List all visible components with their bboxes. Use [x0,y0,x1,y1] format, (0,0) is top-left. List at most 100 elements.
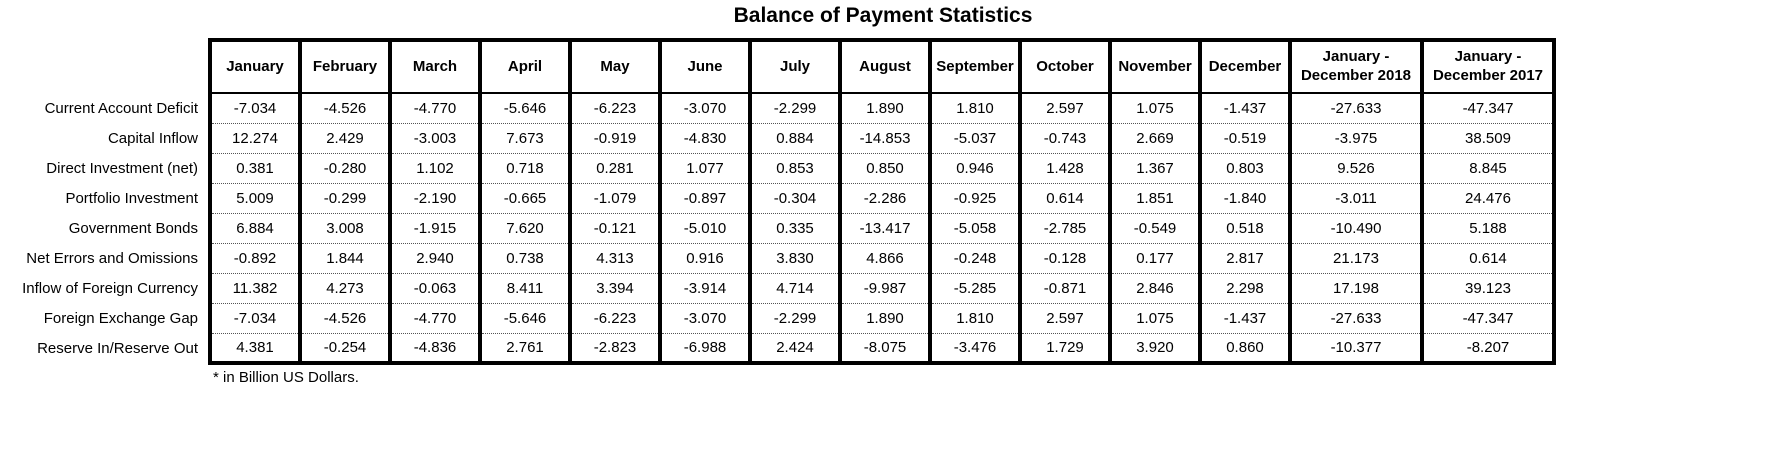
value-cell: 1.844 [298,242,392,273]
value-cell: -0.128 [1018,242,1112,273]
value-cell: -3.011 [1288,182,1424,213]
value-cell: 1.890 [838,302,932,333]
value-cell: 3.830 [748,242,842,273]
value-cell: -0.519 [1198,122,1292,153]
balance-of-payment-table: January February March April May June July Augu… [0,38,1556,365]
value-cell: 0.281 [568,152,662,183]
value-cell: 0.177 [1108,242,1202,273]
header-row: January February March April May June July Augu… [0,38,1556,94]
value-cell: -4.836 [388,332,482,365]
row-label: Government Bonds [68,219,198,237]
value-cell: 6.884 [208,212,302,243]
value-cell: 39.123 [1420,272,1556,303]
row-label: Foreign Exchange Gap [43,309,198,327]
value-cell: -0.254 [298,332,392,365]
value-cell: -5.058 [928,212,1022,243]
value-cell: -7.034 [208,93,302,123]
table-row: Direct Investment (net) 0.381 -0.280 1.102 0… [0,152,1556,183]
corner-cell [0,40,210,93]
column-header: September [928,38,1022,94]
table-row: Net Errors and Omissions -0.892 1.844 2.940… [0,242,1556,273]
value-cell: -3.975 [1288,122,1424,153]
value-cell: 0.803 [1198,152,1292,183]
value-cell: -27.633 [1288,93,1424,123]
row-label: Inflow of Foreign Currency [22,279,198,297]
value-cell: 8.411 [478,272,572,303]
column-header: October [1018,38,1112,94]
value-cell: 2.817 [1198,242,1292,273]
value-cell: -1.437 [1198,302,1292,333]
value-cell: -3.070 [658,93,752,123]
value-cell: -8.207 [1420,332,1556,365]
value-cell: -0.280 [298,152,392,183]
value-cell: 2.429 [298,122,392,153]
value-cell: 1.075 [1108,302,1202,333]
value-cell: -0.925 [928,182,1022,213]
value-cell: -5.010 [658,212,752,243]
column-header: June [658,38,752,94]
value-cell: -0.248 [928,242,1022,273]
value-cell: 3.394 [568,272,662,303]
value-cell: -0.919 [568,122,662,153]
value-cell: 9.526 [1288,152,1424,183]
value-cell: 0.614 [1420,242,1556,273]
value-cell: 3.920 [1108,332,1202,365]
value-cell: -2.190 [388,182,482,213]
row-label: Net Errors and Omissions [26,249,198,267]
value-cell: -6.223 [568,302,662,333]
column-header: February [298,38,392,94]
value-cell: -3.914 [658,272,752,303]
value-cell: 1.810 [928,302,1022,333]
value-cell: -0.304 [748,182,842,213]
value-cell: -3.070 [658,302,752,333]
value-cell: -0.743 [1018,122,1112,153]
value-cell: 0.518 [1198,212,1292,243]
value-cell: 4.866 [838,242,932,273]
value-cell: 1.102 [388,152,482,183]
column-header: January - December 2018 [1288,38,1424,94]
value-cell: -6.223 [568,93,662,123]
value-cell: 21.173 [1288,242,1424,273]
column-header: April [478,38,572,94]
value-cell: 2.669 [1108,122,1202,153]
value-cell: 0.850 [838,152,932,183]
value-cell: 0.916 [658,242,752,273]
value-cell: 1.367 [1108,152,1202,183]
value-cell: 8.845 [1420,152,1556,183]
value-cell: -47.347 [1420,302,1556,333]
value-cell: 0.884 [748,122,842,153]
value-cell: -4.770 [388,302,482,333]
value-cell: -5.646 [478,302,572,333]
value-cell: 1.810 [928,93,1022,123]
value-cell: 0.860 [1198,332,1292,365]
value-cell: -1.915 [388,212,482,243]
column-header: July [748,38,842,94]
value-cell: 1.851 [1108,182,1202,213]
value-cell: 4.313 [568,242,662,273]
value-cell: 0.738 [478,242,572,273]
value-cell: -10.377 [1288,332,1424,365]
table-row: Capital Inflow 12.274 2.429 -3.003 7.673 -0.9… [0,122,1556,153]
value-cell: -5.037 [928,122,1022,153]
table-body: Current Account Deficit -7.034 -4.526 -4.77… [0,93,1556,365]
value-cell: -2.286 [838,182,932,213]
value-cell: -3.476 [928,332,1022,365]
value-cell: -2.299 [748,302,842,333]
value-cell: -0.121 [568,212,662,243]
value-cell: 1.077 [658,152,752,183]
table-header: January February March April May June July Augu… [0,38,1556,94]
column-header: December [1198,38,1292,94]
value-cell: -4.526 [298,302,392,333]
value-cell: 3.008 [298,212,392,243]
value-cell: -0.665 [478,182,572,213]
value-cell: 2.424 [748,332,842,365]
value-cell: -47.347 [1420,93,1556,123]
value-cell: -1.840 [1198,182,1292,213]
row-label: Portfolio Investment [65,189,198,207]
value-cell: 1.890 [838,93,932,123]
value-cell: -0.871 [1018,272,1112,303]
table-row: Inflow of Foreign Currency 11.382 4.273 -0.… [0,272,1556,303]
value-cell: 0.335 [748,212,842,243]
value-cell: 4.714 [748,272,842,303]
column-header: March [388,38,482,94]
